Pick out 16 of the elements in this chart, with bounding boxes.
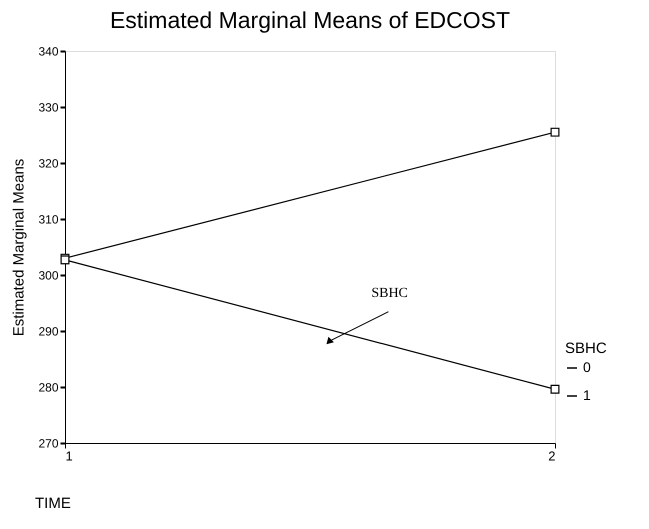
legend-title: SBHC (565, 340, 607, 357)
y-tick-label: 290 (38, 324, 59, 338)
y-tick-label: 280 (38, 380, 59, 394)
x-axis-title: TIME (35, 495, 71, 512)
y-axis-title: Estimated Marginal Means (10, 158, 28, 336)
y-tick-label: 300 (38, 268, 59, 282)
annotation: SBHC (371, 286, 408, 302)
y-tick-label: 330 (38, 100, 59, 114)
x-tick-label: 2 (548, 448, 556, 464)
legend-label: 1 (583, 387, 591, 403)
y-tick-label: 340 (38, 44, 59, 58)
y-tick-label: 320 (38, 156, 59, 170)
y-tick-label: 270 (38, 436, 59, 450)
legend-label: 0 (583, 359, 591, 375)
y-tick-label: 310 (38, 212, 59, 226)
chart-title: Estimated Marginal Means of EDCOST (110, 7, 510, 33)
